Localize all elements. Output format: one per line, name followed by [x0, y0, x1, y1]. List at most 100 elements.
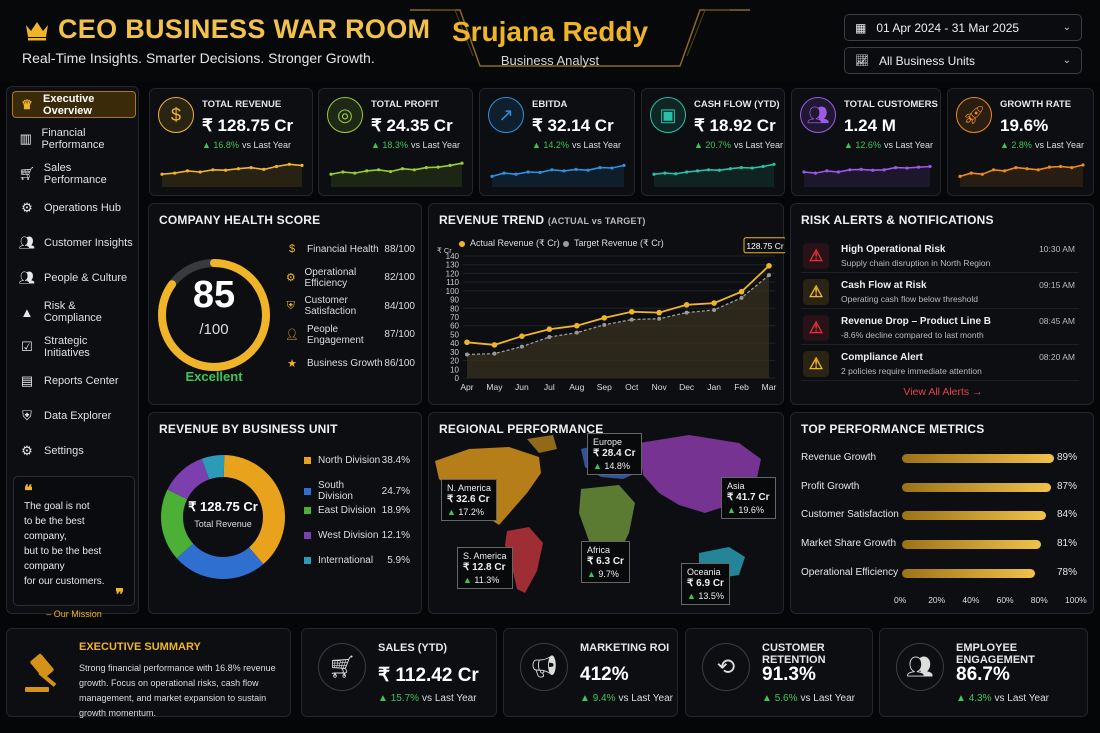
- warning-icon: ⚠: [803, 351, 829, 377]
- legend-value: 24.7%: [381, 485, 410, 497]
- region-label-asia[interactable]: Asia ₹ 41.7 Cr ▲ 19.6%: [721, 477, 776, 519]
- kpi-card-growth-rate[interactable]: 🚀︎ GROWTH RATE 19.6% ▲ 2.8% vs Last Year: [947, 88, 1094, 196]
- settings-icon: ⚙: [21, 442, 33, 458]
- alert-item[interactable]: ⚠ Compliance Alert 2 policies require imme…: [801, 348, 1079, 381]
- actual-line: [466, 265, 770, 346]
- region-change-value: 14.8%: [604, 461, 630, 471]
- regional-title: REGIONAL PERFORMANCE: [439, 422, 604, 436]
- alert-item[interactable]: ⚠ Cash Flow at Risk Operating cash flow be…: [801, 276, 1079, 309]
- legend-label: International: [318, 555, 374, 566]
- view-all-alerts-link[interactable]: View All Alerts →: [903, 386, 983, 398]
- region-label-africa[interactable]: Africa ₹ 6.3 Cr ▲ 9.7%: [581, 541, 630, 583]
- kpi-card-total-profit[interactable]: ◎ TOTAL PROFIT ₹ 24.35 Cr ▲ 18.3% vs Last Ye…: [318, 88, 473, 196]
- sidebar-item-data-explorer[interactable]: ⛨ Data Explorer: [12, 402, 136, 429]
- kpi-label: TOTAL REVENUE: [202, 99, 282, 110]
- sidebar-item-customer-insights[interactable]: 👥︎ Customer Insights: [12, 229, 136, 256]
- health-item: ★ Business Growth 86/100: [285, 353, 415, 373]
- kpi-card-total-customers[interactable]: 👥︎ TOTAL CUSTOMERS 1.24 M ▲ 12.6% vs Last Ye…: [791, 88, 941, 196]
- metric-label: Operational Efficiency: [801, 566, 899, 578]
- legend-target-swatch: [563, 240, 569, 247]
- actual-point: [574, 322, 580, 329]
- sidebar-item-strategic-initiatives[interactable]: ☑ Strategic Initiatives: [12, 333, 136, 360]
- kpi-card-total-revenue[interactable]: $ TOTAL REVENUE ₹ 128.75 Cr ▲ 16.8% vs Last …: [149, 88, 313, 196]
- chevron-down-icon: ⌄: [1062, 55, 1071, 66]
- donut-slice-west-division: [167, 458, 210, 500]
- health-score-panel: COMPANY HEALTH SCORE 85 /100 Excellent $…: [148, 203, 422, 405]
- region-label-europe[interactable]: Europe ₹ 28.4 Cr ▲ 14.8%: [587, 433, 642, 475]
- bottom-kpi-change-value: 15.7%: [390, 693, 420, 704]
- health-title: COMPANY HEALTH SCORE: [159, 213, 321, 227]
- kpi-card-ebitda[interactable]: ↗ EBITDA ₹ 32.14 Cr ▲ 14.2% vs Last Year: [479, 88, 635, 196]
- sidebar-item-executive-overview[interactable]: ♛ Executive Overview: [12, 91, 136, 118]
- sidebar-item-sales-performance[interactable]: 🛒︎ Sales Performance: [12, 160, 136, 187]
- gavel-icon: [25, 653, 57, 692]
- revenue-trend-panel: REVENUE TREND (ACTUAL vs TARGET) Actual …: [428, 203, 785, 405]
- alert-item[interactable]: ⚠ Revenue Drop – Product Line B -8.6% decl…: [801, 312, 1079, 345]
- sidebar-item-risk-compliance[interactable]: ▲ Risk & Compliance: [12, 299, 136, 326]
- business-unit-select[interactable]: 📈︎ All Business Units ⌄: [844, 47, 1082, 74]
- megaphone-icon: 📢︎: [520, 643, 568, 691]
- metric-value: 84%: [1056, 509, 1077, 521]
- donut-slice-south-division: [176, 543, 264, 579]
- legend-target: Target Revenue (₹ Cr): [563, 238, 664, 249]
- up-arrow-icon: ▲: [687, 591, 699, 601]
- legend-label: South Division: [317, 480, 353, 502]
- kpi-sparkline: [802, 164, 932, 187]
- legend-swatch: [304, 557, 311, 564]
- x-tick-label: Apr: [460, 382, 473, 392]
- health-item-label: Operational Efficiency: [304, 266, 357, 289]
- warning-icon: ⚠: [803, 243, 829, 269]
- region-label-oceania[interactable]: Oceania ₹ 6.9 Cr ▲ 13.5%: [681, 563, 730, 605]
- bottom-kpi-customer-retention[interactable]: ⟲ CUSTOMER RETENTION 91.3% ▲ 5.6% vs Last Ye…: [685, 628, 873, 717]
- date-range-picker[interactable]: ▦ 01 Apr 2024 - 31 Mar 2025 ⌄: [844, 14, 1082, 41]
- rocket-icon: 🚀︎: [956, 97, 992, 133]
- bottom-kpi-marketing-roi[interactable]: 📢︎ MARKETING ROI 412% ▲ 9.4% vs Last Year: [503, 628, 678, 717]
- bar-chart-icon: ▥: [19, 131, 32, 147]
- kpi-change-suffix: vs Last Year: [571, 140, 621, 150]
- kpi-change: ▲ 18.3% vs Last Year: [371, 140, 460, 150]
- cart-icon: 🛒︎: [18, 165, 36, 181]
- x-tick-label: Sep: [597, 382, 612, 392]
- sidebar-item-financial-performance[interactable]: ▥ Financial Performance: [12, 126, 136, 153]
- metrics-title: TOP PERFORMANCE METRICS: [801, 422, 985, 436]
- mission-quote: ❝ The goal is not to be the best company…: [13, 476, 135, 619]
- x-tick-label: Oct: [625, 382, 639, 392]
- legend-label: North Division: [318, 455, 381, 466]
- kpi-value: ₹ 128.75 Cr: [202, 116, 294, 135]
- bottom-kpi-employee-engagement[interactable]: 👥︎ EMPLOYEE ENGAGEMENT 86.7% ▲ 4.3% vs Last …: [879, 628, 1088, 717]
- region-name: N. America: [447, 483, 492, 493]
- region-change: ▲ 11.3%: [463, 574, 507, 586]
- alert-item[interactable]: ⚠ High Operational Risk Supply chain disru…: [801, 240, 1079, 273]
- region-label-n-america[interactable]: N. America ₹ 32.6 Cr ▲ 17.2%: [441, 479, 498, 521]
- sidebar-item-operations-hub[interactable]: ⚙ Operations Hub: [12, 195, 136, 222]
- trend-title-text: REVENUE TREND: [439, 213, 545, 227]
- metric-axis-tick: 20%: [928, 595, 946, 605]
- health-item-value: 87/100: [384, 329, 415, 341]
- alert-subtitle: Supply chain disruption in North Region: [841, 258, 991, 268]
- sidebar-item-people-culture[interactable]: 👥︎ People & Culture: [12, 264, 136, 291]
- metric-bar: [902, 511, 1046, 521]
- region-label-s-america[interactable]: S. America ₹ 12.8 Cr ▲ 11.3%: [457, 547, 513, 589]
- kpi-card-cash-flow-ytd[interactable]: ▣ CASH FLOW (YTD) ₹ 18.92 Cr ▲ 20.7% vs Last…: [641, 88, 785, 196]
- kpi-value: ₹ 18.92 Cr: [694, 116, 776, 135]
- up-arrow-icon: ▲: [463, 575, 475, 585]
- metric-value: 89%: [1056, 452, 1077, 463]
- x-tick-label: Nov: [652, 382, 668, 392]
- health-score-value: 85: [192, 274, 236, 316]
- sidebar-item-settings[interactable]: ⚙ Settings: [12, 437, 136, 464]
- team-icon: 👥︎: [896, 643, 944, 691]
- alert-subtitle: 2 policies require immediate attention: [841, 366, 982, 376]
- y-tick-label: 90: [450, 296, 459, 305]
- bottom-kpi-sales-ytd[interactable]: 🛒︎ SALES (YTD) ₹ 112.42 Cr ▲ 15.7% vs Last Y…: [301, 628, 497, 717]
- business-unit-panel: REVENUE BY BUSINESS UNIT ₹ 128.75 Cr Tot…: [148, 412, 422, 614]
- up-arrow-icon: ▲: [202, 140, 214, 150]
- shield-icon: ⛨: [22, 407, 32, 423]
- customers-icon: 👥︎: [18, 234, 36, 250]
- kpi-change-value: 16.8%: [213, 140, 239, 150]
- retention-icon: ⟲: [702, 643, 750, 691]
- sidebar-item-reports-center[interactable]: ▤ Reports Center: [12, 368, 136, 395]
- region-value: ₹ 32.6 Cr: [447, 494, 490, 505]
- coins-icon: ◎: [327, 97, 363, 133]
- kpi-change: ▲ 14.2% vs Last Year: [532, 140, 621, 150]
- kpi-value: ₹ 32.14 Cr: [532, 116, 614, 135]
